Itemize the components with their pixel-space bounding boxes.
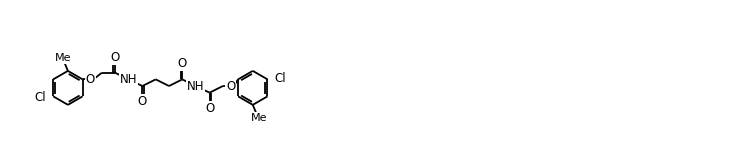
Text: Cl: Cl	[275, 72, 286, 85]
Text: Me: Me	[55, 53, 72, 63]
Text: O: O	[178, 57, 187, 70]
Text: NH: NH	[187, 79, 204, 93]
Text: O: O	[138, 95, 147, 108]
Text: O: O	[226, 79, 235, 93]
Text: Cl: Cl	[34, 91, 46, 104]
Text: Me: Me	[251, 113, 267, 123]
Text: O: O	[111, 51, 120, 64]
Text: O: O	[205, 102, 214, 115]
Text: NH: NH	[120, 73, 137, 86]
Text: O: O	[86, 73, 95, 86]
